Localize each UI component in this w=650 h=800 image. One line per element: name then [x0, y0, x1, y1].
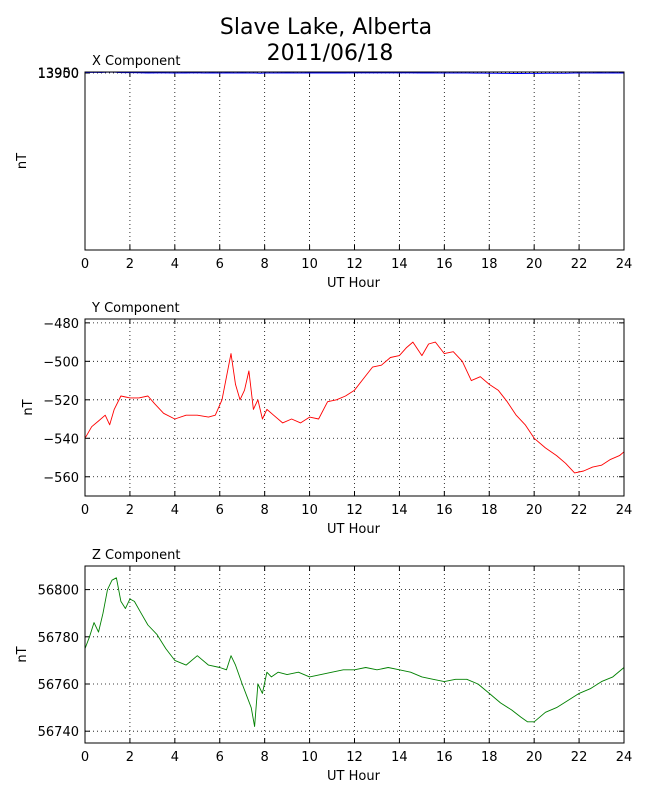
x-ytick-label: 13950 — [38, 66, 79, 81]
z-ytick-label: 56740 — [38, 725, 79, 740]
x-xtick-label: 2 — [126, 257, 134, 272]
z-component-title: Z Component — [92, 548, 181, 563]
z-xtick-label: 24 — [616, 750, 633, 765]
z-xtick-label: 4 — [171, 750, 179, 765]
x-component-title: X Component — [92, 54, 181, 69]
x-xtick-label: 4 — [171, 257, 179, 272]
z-xtick-label: 6 — [216, 750, 224, 765]
z-xtick-label: 2 — [126, 750, 134, 765]
y-xtick-label: 18 — [481, 503, 498, 518]
z-xtick-label: 12 — [346, 750, 363, 765]
y-xaxis-label: UT Hour — [327, 522, 381, 537]
x-xtick-label: 22 — [571, 257, 588, 272]
z-xtick-label: 0 — [81, 750, 89, 765]
x-component-series-line — [84, 71, 625, 74]
y-component-series-line — [84, 341, 625, 474]
y-ytick-label: −560 — [43, 471, 79, 486]
y-axes-frame — [84, 318, 625, 497]
x-xtick-label: 6 — [216, 257, 224, 272]
y-ytick-label: −480 — [43, 317, 79, 332]
x-ytick-label: 13900 — [38, 67, 79, 82]
y-xtick-label: 2 — [126, 503, 134, 518]
x-xaxis-label: UT Hour — [327, 276, 381, 291]
y-xtick-label: 12 — [346, 503, 363, 518]
x-xtick-label: 12 — [346, 257, 363, 272]
z-axes-frame — [84, 565, 625, 744]
x-xtick-label: 0 — [81, 257, 89, 272]
z-xtick-label: 18 — [481, 750, 498, 765]
y-yaxis-label: nT — [21, 399, 36, 415]
y-xtick-label: 8 — [261, 503, 269, 518]
z-xaxis-label: UT Hour — [327, 769, 381, 784]
y-xtick-label: 22 — [571, 503, 588, 518]
z-component-series-line — [84, 577, 625, 727]
y-xtick-label: 14 — [391, 503, 408, 518]
y-ytick-label: −520 — [43, 394, 79, 409]
z-xtick-label: 10 — [301, 750, 318, 765]
z-yaxis-label: nT — [15, 646, 30, 662]
x-xtick-label: 16 — [436, 257, 453, 272]
y-xtick-label: 10 — [301, 503, 318, 518]
z-xtick-label: 8 — [261, 750, 269, 765]
figure-title: Slave Lake, Alberta — [220, 15, 432, 40]
x-xtick-label: 10 — [301, 257, 318, 272]
y-ytick-label: −500 — [43, 355, 79, 370]
y-component-title: Y Component — [91, 301, 180, 316]
z-ytick-label: 56780 — [38, 631, 79, 646]
z-xtick-label: 22 — [571, 750, 588, 765]
y-xtick-label: 16 — [436, 503, 453, 518]
z-xtick-label: 16 — [436, 750, 453, 765]
y-xtick-label: 0 — [81, 503, 89, 518]
z-ytick-label: 56800 — [38, 584, 79, 599]
x-axes-frame — [84, 71, 625, 251]
y-xtick-label: 20 — [526, 503, 543, 518]
z-ytick-label: 56760 — [38, 678, 79, 693]
x-xtick-label: 24 — [616, 257, 633, 272]
x-xtick-label: 20 — [526, 257, 543, 272]
x-xtick-label: 18 — [481, 257, 498, 272]
y-xtick-label: 6 — [216, 503, 224, 518]
z-xtick-label: 20 — [526, 750, 543, 765]
figure-date: 2011/06/18 — [267, 41, 394, 66]
z-xtick-label: 14 — [391, 750, 408, 765]
y-xtick-label: 4 — [171, 503, 179, 518]
y-xtick-label: 24 — [616, 503, 633, 518]
x-xtick-label: 8 — [261, 257, 269, 272]
x-xtick-label: 14 — [391, 257, 408, 272]
x-yaxis-label: nT — [15, 153, 30, 169]
y-ytick-label: −540 — [43, 432, 79, 447]
